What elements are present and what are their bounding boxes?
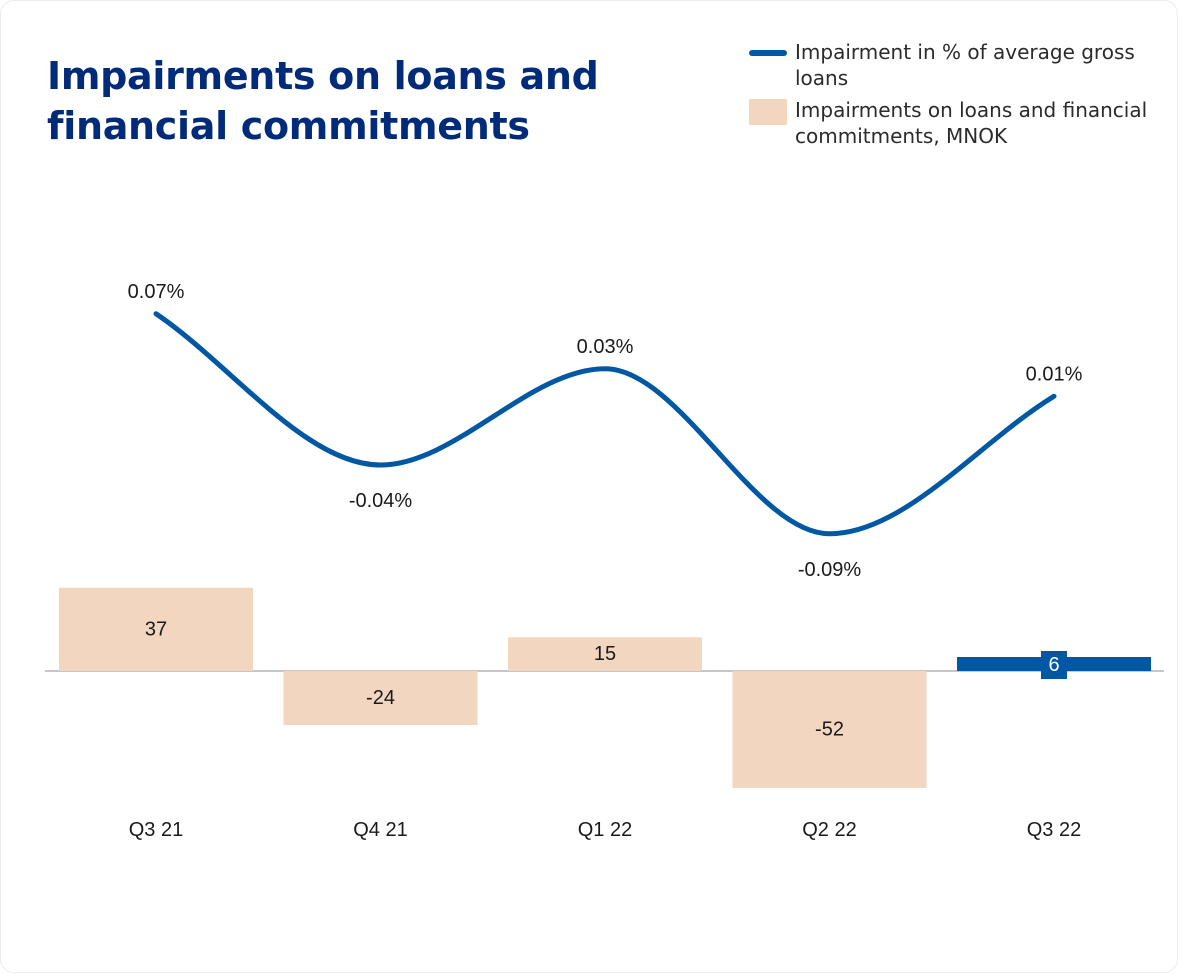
- legend-bar-label: Impairments on loans and financial commi…: [795, 98, 1148, 148]
- legend-line-swatch: [749, 50, 787, 56]
- bar-label: 15: [594, 643, 616, 665]
- bar-label-bg: [1041, 651, 1067, 679]
- x-tick-label: Q2 22: [802, 819, 856, 841]
- line-value-label: 0.07%: [128, 281, 185, 303]
- line-labels: 0.07% -0.04% 0.03% -0.09% 0.01%: [128, 281, 1083, 581]
- legend-line-label: Impairment in % of average gross loans: [795, 40, 1135, 90]
- legend: Impairment in % of average gross loans I…: [749, 39, 1159, 155]
- line-value-label: 0.03%: [577, 336, 634, 358]
- bar: [283, 671, 478, 725]
- x-tick-label: Q3 22: [1027, 819, 1081, 841]
- line-value-label: -0.04%: [349, 490, 413, 512]
- bar-series: 37 -24 15 -52 6: [59, 587, 1151, 788]
- legend-item-line: Impairment in % of average gross loans: [749, 39, 1159, 91]
- chart-title: Impairments on loans and financial commi…: [47, 54, 599, 148]
- x-tick-label: Q1 22: [578, 819, 632, 841]
- legend-bar-swatch: [749, 99, 787, 125]
- line-value-label: 0.01%: [1026, 363, 1083, 385]
- bar-label: 6: [1048, 654, 1059, 676]
- line-value-label: -0.09%: [798, 559, 862, 581]
- bar-label: -52: [815, 719, 844, 741]
- legend-item-bar: Impairments on loans and financial commi…: [749, 97, 1159, 149]
- line-series: [153, 311, 1057, 537]
- x-tick-label: Q4 21: [353, 819, 407, 841]
- bar: [59, 587, 253, 671]
- bar: [508, 637, 702, 671]
- x-tick-label: Q3 21: [129, 819, 183, 841]
- bar-label: 37: [145, 618, 167, 640]
- bar-label: -24: [366, 687, 395, 709]
- x-axis-labels: Q3 21 Q4 21 Q1 22 Q2 22 Q3 22: [129, 819, 1081, 841]
- bar: [732, 671, 927, 788]
